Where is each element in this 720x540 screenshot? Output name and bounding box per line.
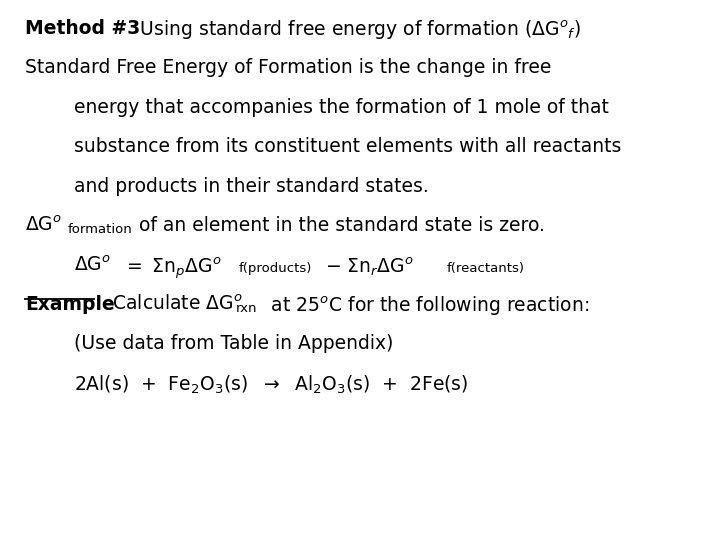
- Text: Example: Example: [25, 295, 115, 314]
- Text: of an element in the standard state is zero.: of an element in the standard state is z…: [139, 216, 545, 235]
- Text: substance from its constituent elements with all reactants: substance from its constituent elements …: [73, 137, 621, 156]
- Text: $\Delta$G$^o$: $\Delta$G$^o$: [73, 255, 111, 275]
- Text: energy that accompanies the formation of 1 mole of that: energy that accompanies the formation of…: [73, 98, 608, 117]
- Text: Using standard free energy of formation ($\Delta$G$^o{}_f$): Using standard free energy of formation …: [128, 19, 580, 42]
- Text: :  Calculate $\Delta$G$^o$: : Calculate $\Delta$G$^o$: [94, 295, 243, 314]
- Text: Method #3: Method #3: [25, 19, 140, 38]
- Text: Standard Free Energy of Formation is the change in free: Standard Free Energy of Formation is the…: [25, 58, 552, 77]
- Text: f(products): f(products): [239, 262, 312, 275]
- Text: f(reactants): f(reactants): [446, 262, 524, 275]
- Text: at 25$^o$C for the following reaction:: at 25$^o$C for the following reaction:: [265, 295, 589, 318]
- Text: formation: formation: [68, 223, 132, 236]
- Text: $=$ $\Sigma$n$_p$$\Delta$G$^o$: $=$ $\Sigma$n$_p$$\Delta$G$^o$: [117, 255, 222, 281]
- Text: 2Al(s)  +  Fe$_2$O$_3$(s)  $\rightarrow$  Al$_2$O$_3$(s)  +  2Fe(s): 2Al(s) + Fe$_2$O$_3$(s) $\rightarrow$ Al…: [73, 374, 468, 396]
- Text: rxn: rxn: [236, 302, 258, 315]
- Text: and products in their standard states.: and products in their standard states.: [73, 177, 428, 195]
- Text: $-$ $\Sigma$n$_r$$\Delta$G$^o$: $-$ $\Sigma$n$_r$$\Delta$G$^o$: [325, 255, 413, 278]
- Text: (Use data from Table in Appendix): (Use data from Table in Appendix): [73, 334, 393, 353]
- Text: $\Delta$G$^o$: $\Delta$G$^o$: [25, 216, 63, 235]
